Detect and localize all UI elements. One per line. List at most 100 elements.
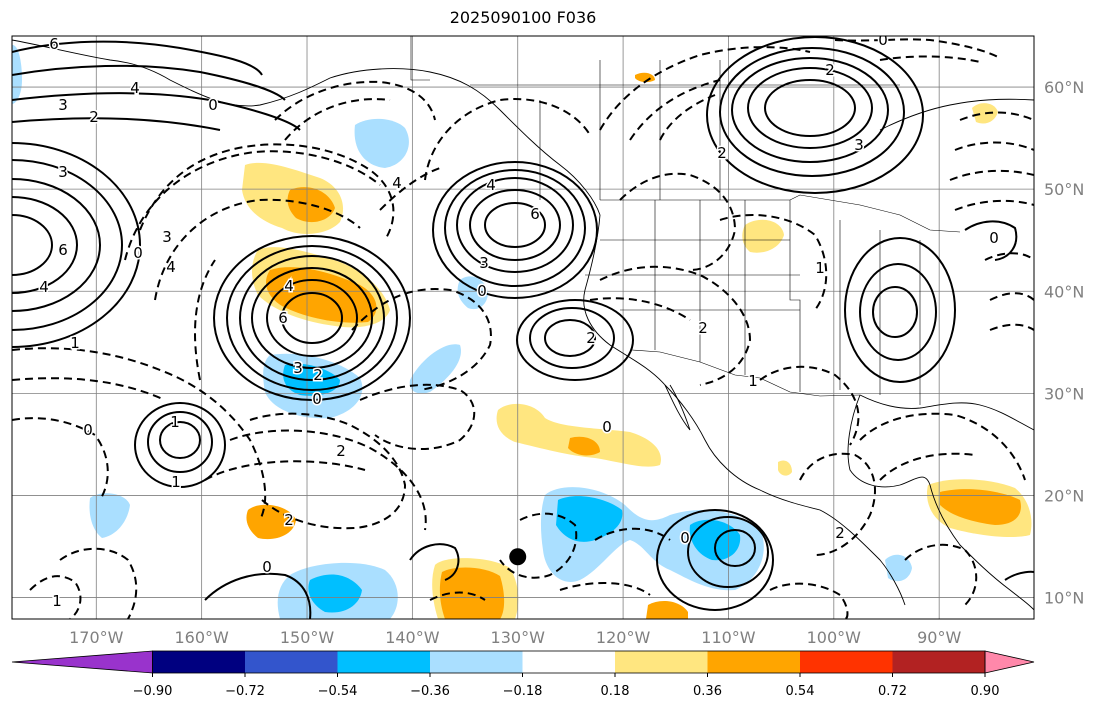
contour-label: 0 — [602, 418, 612, 436]
coastline-central-am — [929, 484, 1034, 611]
contour-dashed — [499, 512, 578, 579]
contour-label: 6 — [278, 309, 288, 327]
contour-label: 2 — [284, 511, 294, 529]
contour-dashed — [594, 527, 671, 541]
contour-positive — [529, 307, 615, 369]
latitude-labels: 60°N 50°N 40°N 30°N 20°N 10°N — [1044, 78, 1084, 608]
shade-positive — [287, 187, 335, 223]
contour-positive — [844, 237, 956, 383]
contour-label: 1 — [170, 413, 180, 431]
map-frame — [11, 35, 1035, 620]
colorbar-tick-label: 0.72 — [878, 684, 907, 699]
contour-label: 2 — [89, 108, 99, 126]
contour-label: 3 — [58, 96, 68, 114]
longitude-labels: 170°W 160°W 150°W 140°W 130°W 120°W 110°W 100°W… — [69, 628, 961, 647]
contour-dashed — [59, 547, 138, 619]
contour-positive — [281, 292, 343, 344]
colorbar-tick-label: −0.54 — [318, 684, 358, 699]
contour-positive — [12, 117, 221, 131]
shade-negative — [354, 118, 409, 168]
coastline-alaska — [12, 39, 601, 216]
contour-positive — [432, 161, 598, 299]
shade-positive — [972, 103, 998, 124]
colorbar-swatch — [337, 651, 431, 673]
contour-dashed — [989, 323, 1034, 331]
contour-label: 4 — [130, 79, 140, 97]
contour-label: 2 — [336, 442, 346, 460]
contour-dashed — [204, 460, 366, 481]
shade-negative — [409, 344, 461, 394]
contour-dashed — [904, 543, 978, 606]
contour-positive — [239, 255, 385, 381]
longitude-label: 170°W — [69, 628, 124, 647]
contour-dashed — [379, 167, 441, 211]
contour-dashed — [954, 199, 1034, 211]
shade-negative — [89, 493, 130, 538]
contour-label: 0 — [680, 529, 690, 547]
contour-positive — [764, 79, 856, 137]
contour-positive — [251, 267, 373, 369]
contour-label: 0 — [878, 31, 888, 49]
contour-dashed — [12, 377, 166, 401]
contour-positive — [747, 67, 873, 149]
longitude-label: 90°W — [917, 628, 961, 647]
colorbar-extend-high — [984, 650, 1035, 674]
contour-dashed — [629, 79, 721, 141]
colorbar-extend-low — [11, 650, 153, 674]
contour-dashed — [719, 214, 828, 311]
contour-label: 0 — [208, 96, 218, 114]
contour-positive — [469, 189, 561, 261]
contour-dashed — [249, 412, 407, 530]
coastline-gulf-mx — [847, 394, 931, 488]
contour-label: 2 — [586, 329, 596, 347]
contour-positive — [12, 178, 101, 312]
colorbar-swatch — [245, 651, 338, 673]
coastline-us-west — [583, 214, 906, 606]
contour-dashed — [274, 80, 436, 121]
shade-positive — [646, 600, 688, 619]
colorbar-outline — [152, 650, 986, 674]
shade-negative — [689, 519, 741, 561]
shade-positive — [635, 72, 655, 83]
contour-label: 1 — [748, 372, 758, 390]
shade-positive — [496, 403, 661, 467]
contour-dashed — [429, 591, 486, 601]
contour-positive — [12, 142, 141, 348]
coastline-canada-east — [879, 98, 1034, 131]
colorbar-tick-label: −0.72 — [225, 684, 265, 699]
contour-positive — [159, 421, 201, 459]
contour-label: 4 — [39, 278, 49, 296]
contour-positive — [213, 235, 411, 401]
contour-label: 3 — [293, 359, 303, 377]
state-line — [789, 200, 801, 392]
contour-positive — [266, 279, 358, 357]
contour-label: 6 — [58, 241, 68, 259]
contour-dashed — [29, 575, 82, 619]
border-us-mexico — [631, 349, 861, 397]
contour-label: 1 — [171, 473, 181, 491]
contour-dashed — [139, 143, 395, 241]
contour-dashed — [959, 111, 1034, 121]
shade-positive — [778, 460, 792, 476]
colorbar-tick-label: 0.90 — [971, 684, 1000, 699]
contour-label: 3 — [162, 228, 172, 246]
contour-dashed — [759, 365, 860, 446]
colorbar-tick-label: 0.18 — [601, 684, 630, 699]
contour-label: 4 — [166, 258, 176, 276]
contour-label: 3 — [479, 254, 489, 272]
contour-dashed — [769, 582, 849, 619]
contour-positive — [872, 286, 918, 338]
contour-label: 4 — [392, 174, 402, 192]
contour-positive — [964, 220, 1018, 261]
contour-positive — [12, 159, 123, 331]
latitude-label: 50°N — [1044, 180, 1084, 199]
contour-dashed — [194, 259, 216, 381]
dashed-contours — [12, 38, 1034, 619]
contour-label: 1 — [815, 259, 825, 277]
colorbar-swatch — [430, 651, 523, 673]
contour-label: 6 — [49, 35, 59, 53]
coastlines — [12, 39, 1034, 611]
contour-label: 0 — [262, 558, 272, 576]
